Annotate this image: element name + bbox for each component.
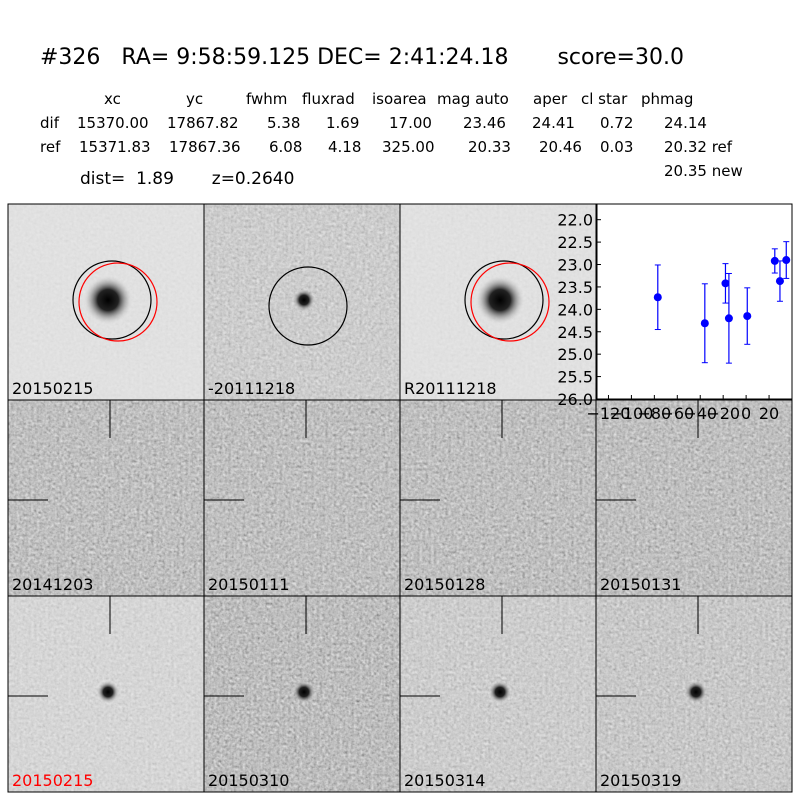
y-tick-label: 23.0 <box>557 256 593 275</box>
table-header: yc <box>186 90 203 108</box>
stamp-noise <box>204 400 400 596</box>
y-tick-label: 25.5 <box>557 368 593 387</box>
stamp-label: 20150319 <box>600 771 681 790</box>
stamp-label: 20150131 <box>600 575 681 594</box>
circle-red <box>78 262 158 342</box>
table-header: xc <box>104 90 121 108</box>
table-header: isoarea <box>372 90 427 108</box>
stamp-noise <box>8 400 204 596</box>
point <box>724 314 733 323</box>
stamp-label: 20150215 <box>12 771 93 790</box>
circle-black <box>72 260 152 340</box>
table-cell: 6.08 <box>269 138 302 156</box>
table-header: fluxrad <box>302 90 355 108</box>
table-header: phmag <box>641 90 693 108</box>
y-tick-label: 22.0 <box>557 211 593 230</box>
source <box>82 274 134 326</box>
table-cell: 15371.83 <box>79 138 151 156</box>
point <box>721 279 730 288</box>
point <box>653 293 662 302</box>
table-header: fwhm <box>246 90 287 108</box>
table-header: aper <box>533 90 568 108</box>
point <box>743 312 752 321</box>
point <box>782 256 791 265</box>
table-cell: 20.46 <box>539 138 582 156</box>
x-tick-label: −40 <box>683 404 717 423</box>
table-cell: 17.00 <box>389 114 432 132</box>
table-cell: 17867.36 <box>169 138 241 156</box>
stamp-label: 20150215 <box>12 379 93 398</box>
info: dist= 1.89 z=0.2640 <box>80 169 294 189</box>
y-tick-label: 24.5 <box>557 323 593 342</box>
point <box>770 256 779 265</box>
x-tick-label: 0 <box>741 404 751 423</box>
plot-bg <box>596 203 793 400</box>
stamp-label: 20141203 <box>12 575 93 594</box>
y-tick-label: 22.5 <box>557 233 593 252</box>
source <box>292 288 316 312</box>
table-header: mag auto <box>437 90 509 108</box>
stamp-label: -20111218 <box>208 379 295 398</box>
table-cell: 5.38 <box>267 114 300 132</box>
x-tick-label: −100 <box>609 404 653 423</box>
point <box>700 319 709 328</box>
table-cell: 24.14 <box>664 114 707 132</box>
table-cell: 20.32 ref <box>664 138 733 156</box>
x-tick-label: −120 <box>586 404 630 423</box>
table-cell: 20.33 <box>468 138 511 156</box>
stamp-label: 20150314 <box>404 771 485 790</box>
title: #326 RA= 9:58:59.125 DEC= 2:41:24.18 sco… <box>40 45 684 70</box>
table-cell: 0.03 <box>600 138 633 156</box>
table-cell: ref <box>40 138 61 156</box>
table-cell: 15370.00 <box>77 114 149 132</box>
extra: 20.35 new <box>664 162 743 180</box>
circle-red <box>470 262 550 342</box>
point <box>775 277 784 286</box>
table-cell: 325.00 <box>382 138 435 156</box>
source <box>96 680 120 704</box>
circle-black <box>464 260 544 340</box>
table-cell: 4.18 <box>328 138 361 156</box>
table-cell: 17867.82 <box>167 114 239 132</box>
y-tick-label: 25.0 <box>557 345 593 364</box>
table-cell: 24.41 <box>532 114 575 132</box>
stamp-label: 20150310 <box>208 771 289 790</box>
stamp-label: R20111218 <box>404 379 497 398</box>
table-cell: 0.72 <box>600 114 633 132</box>
source <box>684 680 708 704</box>
y-tick-label: 23.5 <box>557 278 593 297</box>
table-header: cl star <box>581 90 628 108</box>
stamp-noise <box>400 400 596 596</box>
x-tick-label: −20 <box>706 404 740 423</box>
y-tick-label: 24.0 <box>557 300 593 319</box>
circle-black <box>268 266 348 346</box>
stamp-noise <box>596 400 792 596</box>
source <box>488 680 512 704</box>
x-tick-label: −80 <box>637 404 671 423</box>
table-cell: 23.46 <box>463 114 506 132</box>
source <box>474 274 526 326</box>
stamp-label: 20150128 <box>404 575 485 594</box>
stamp-label: 20150111 <box>208 575 289 594</box>
x-tick-label: 20 <box>759 404 779 423</box>
x-tick-label: −60 <box>660 404 694 423</box>
table-cell: dif <box>40 114 60 132</box>
stamp-border <box>595 595 793 793</box>
table-cell: 1.69 <box>326 114 359 132</box>
y-tick-label: 26.0 <box>557 390 593 409</box>
source <box>292 680 316 704</box>
